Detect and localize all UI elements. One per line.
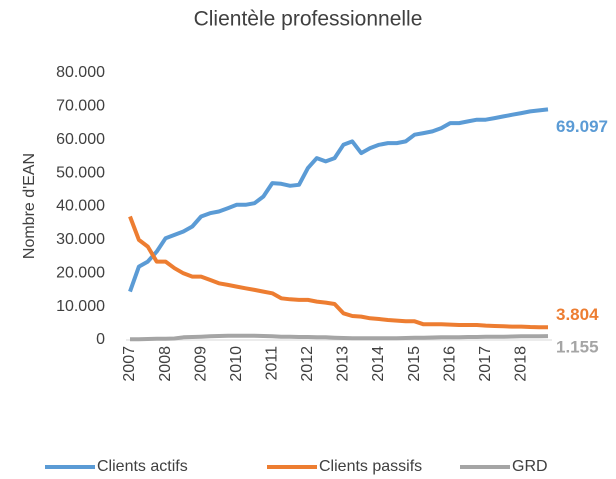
x-tick-label: 2014 [370, 346, 387, 382]
x-tick-label: 2018 [513, 346, 530, 382]
x-tick-label: 2015 [406, 346, 423, 382]
y-tick-label: 80.000 [56, 64, 105, 81]
x-tick-label: 2013 [335, 346, 352, 382]
y-axis-label: Nombre d'EAN [21, 153, 38, 259]
x-tick-label: 2007 [121, 346, 138, 382]
y-tick-label: 60.000 [56, 131, 105, 148]
legend-label: Clients passifs [319, 458, 422, 475]
series-line [128, 107, 549, 293]
y-tick-label: 0 [96, 331, 105, 348]
x-tick-label: 2009 [192, 346, 209, 382]
legend-label: GRD [512, 458, 548, 475]
y-tick-label: 40.000 [56, 198, 105, 215]
x-tick-label: 2008 [157, 346, 174, 382]
y-tick-label: 10.000 [56, 298, 105, 315]
x-tick-label: 2017 [477, 346, 494, 382]
y-tick-label: 30.000 [56, 231, 105, 248]
series-line [129, 333, 549, 342]
x-tick-label: 2011 [264, 346, 281, 381]
x-tick-label: 2010 [228, 346, 245, 382]
x-tick-label: 2012 [299, 346, 316, 382]
chart-title: Clientèle professionnelle [194, 8, 423, 31]
series-line [128, 215, 549, 330]
y-tick-label: 20.000 [56, 264, 105, 281]
y-tick-label: 50.000 [56, 164, 105, 181]
value-label: 3.804 [556, 305, 599, 324]
x-tick-label: 2016 [441, 346, 458, 382]
value-label: 1.155 [556, 338, 599, 357]
y-tick-label: 70.000 [56, 98, 105, 115]
legend-label: Clients actifs [97, 458, 188, 475]
value-label: 69.097 [556, 117, 608, 136]
